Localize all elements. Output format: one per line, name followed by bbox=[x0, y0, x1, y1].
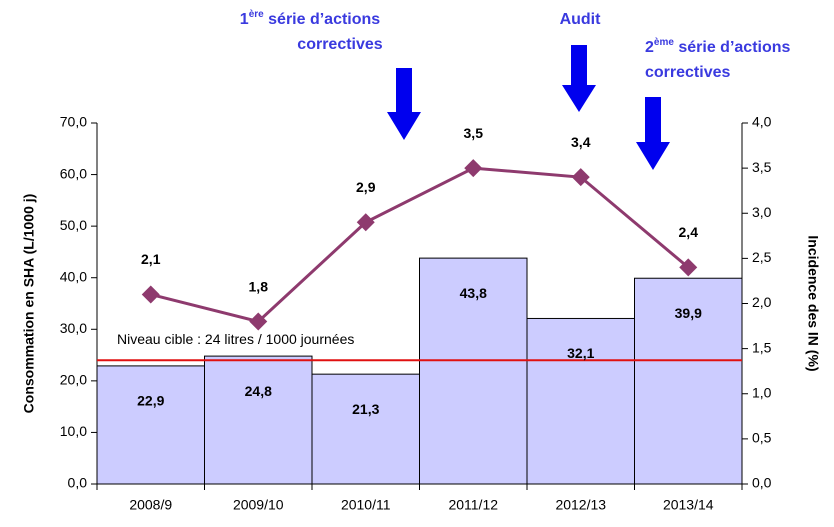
bar bbox=[526, 317, 635, 485]
y-tick-label: 0,0 bbox=[68, 475, 88, 491]
arrows bbox=[387, 45, 670, 170]
x-tick-label: 2008/9 bbox=[129, 497, 172, 513]
annotation-line2: correctives bbox=[645, 64, 730, 81]
line-label: 2,1 bbox=[141, 251, 161, 267]
marker bbox=[356, 213, 375, 232]
annotation: Audit bbox=[560, 11, 602, 28]
y-tick-label: 40,0 bbox=[60, 268, 87, 284]
y-tick-label: 50,0 bbox=[60, 217, 87, 233]
x-tick-label: 2013/14 bbox=[663, 497, 714, 513]
y2-tick-label: 3,5 bbox=[752, 159, 772, 175]
marker bbox=[571, 168, 590, 187]
annotation-text: Audit bbox=[560, 11, 602, 28]
bar-label: 43,8 bbox=[460, 285, 487, 301]
y2-tick-label: 0,5 bbox=[752, 430, 772, 446]
bar-label: 32,1 bbox=[567, 345, 594, 361]
x-tick-label: 2011/12 bbox=[448, 497, 498, 513]
bar-label: 22,9 bbox=[137, 393, 164, 409]
marker bbox=[249, 312, 268, 331]
line-label: 3,5 bbox=[464, 125, 484, 141]
bar bbox=[634, 277, 743, 485]
arrow bbox=[387, 68, 421, 140]
y2-tick-label: 2,5 bbox=[752, 249, 772, 265]
line bbox=[150, 166, 690, 324]
bar-label: 39,9 bbox=[675, 305, 702, 321]
annotation-number: 2 bbox=[645, 39, 654, 56]
marker bbox=[464, 159, 483, 178]
x-tick-label: 2012/13 bbox=[555, 497, 606, 513]
bar-label: 24,8 bbox=[245, 383, 272, 399]
line-label: 2,4 bbox=[679, 224, 699, 240]
y-tick-label: 20,0 bbox=[60, 372, 87, 388]
y-tick-label: 10,0 bbox=[60, 423, 87, 439]
annotation: 1ère série d’actions bbox=[240, 9, 381, 29]
bar bbox=[419, 257, 528, 485]
bar bbox=[204, 355, 313, 485]
annotation-text: série d’actions bbox=[674, 39, 791, 56]
y2-tick-label: 1,0 bbox=[752, 384, 772, 400]
y2-tick-label: 3,0 bbox=[752, 204, 772, 220]
annotation-line2: correctives bbox=[297, 36, 382, 53]
y2-axis-title: Incidence des IN (%) bbox=[805, 235, 821, 371]
x-tick-label: 2010/11 bbox=[341, 497, 391, 513]
annotation: 2ème série d’actions bbox=[645, 37, 791, 57]
annotation-number: 1 bbox=[240, 11, 249, 28]
target-label: Niveau cible : 24 litres / 1000 journées bbox=[117, 331, 354, 347]
y2-tick-label: 1,5 bbox=[752, 339, 772, 355]
y2-tick-label: 0,0 bbox=[752, 475, 772, 491]
marker bbox=[679, 258, 698, 277]
y2-tick-label: 2,0 bbox=[752, 294, 772, 310]
arrow bbox=[562, 45, 596, 112]
line-label: 3,4 bbox=[571, 134, 591, 150]
bar bbox=[311, 373, 420, 485]
x-tick-label: 2009/10 bbox=[233, 497, 284, 513]
annotation-sup: ère bbox=[249, 9, 264, 20]
bar-label: 21,3 bbox=[352, 401, 379, 417]
y2-tick-label: 4,0 bbox=[752, 114, 772, 130]
bar bbox=[96, 365, 205, 485]
y-tick-label: 30,0 bbox=[60, 320, 87, 336]
annotation-text: série d’actions bbox=[264, 11, 381, 28]
arrow bbox=[636, 97, 670, 170]
y-axis-title: Consommation en SHA (L/1000 j) bbox=[21, 194, 37, 414]
annotation-sup: ème bbox=[654, 37, 674, 48]
line-label: 2,9 bbox=[356, 179, 376, 195]
marker bbox=[141, 285, 160, 304]
line-label: 1,8 bbox=[249, 278, 269, 294]
y-tick-label: 70,0 bbox=[60, 114, 87, 130]
y-tick-label: 60,0 bbox=[60, 165, 87, 181]
